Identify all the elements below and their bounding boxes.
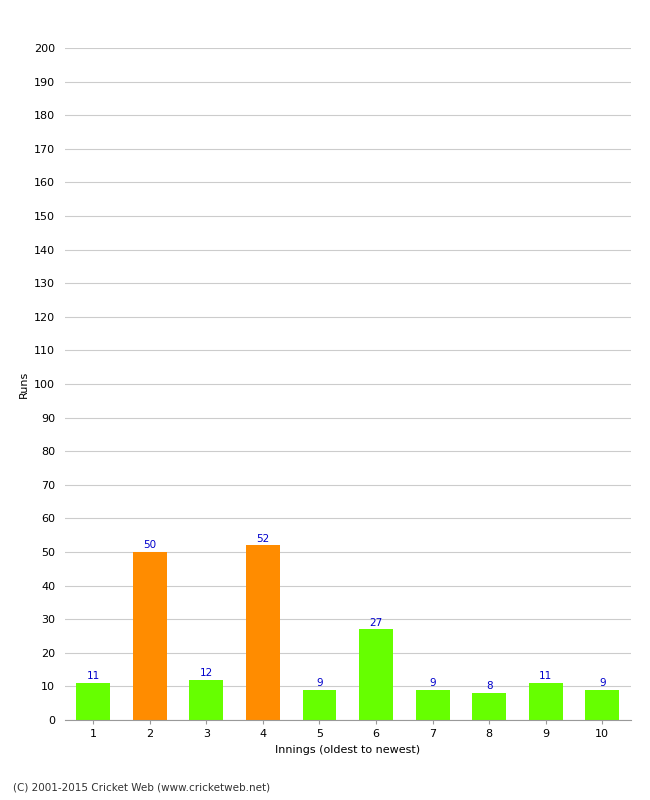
Text: 27: 27	[369, 618, 383, 627]
X-axis label: Innings (oldest to newest): Innings (oldest to newest)	[275, 745, 421, 754]
Text: 9: 9	[599, 678, 606, 688]
Text: 9: 9	[316, 678, 323, 688]
Bar	[472, 693, 506, 720]
Bar	[76, 683, 111, 720]
Bar	[528, 683, 563, 720]
Text: 9: 9	[429, 678, 436, 688]
Bar	[585, 690, 619, 720]
Bar	[302, 690, 337, 720]
Bar	[415, 690, 450, 720]
Y-axis label: Runs: Runs	[19, 370, 29, 398]
Text: (C) 2001-2015 Cricket Web (www.cricketweb.net): (C) 2001-2015 Cricket Web (www.cricketwe…	[13, 782, 270, 792]
Text: 12: 12	[200, 668, 213, 678]
Bar	[246, 546, 280, 720]
Bar	[189, 680, 224, 720]
Text: 52: 52	[256, 534, 270, 544]
Text: 8: 8	[486, 682, 493, 691]
Bar	[133, 552, 167, 720]
Bar	[359, 630, 393, 720]
Text: 11: 11	[539, 671, 552, 682]
Text: 50: 50	[143, 540, 157, 550]
Text: 11: 11	[86, 671, 100, 682]
